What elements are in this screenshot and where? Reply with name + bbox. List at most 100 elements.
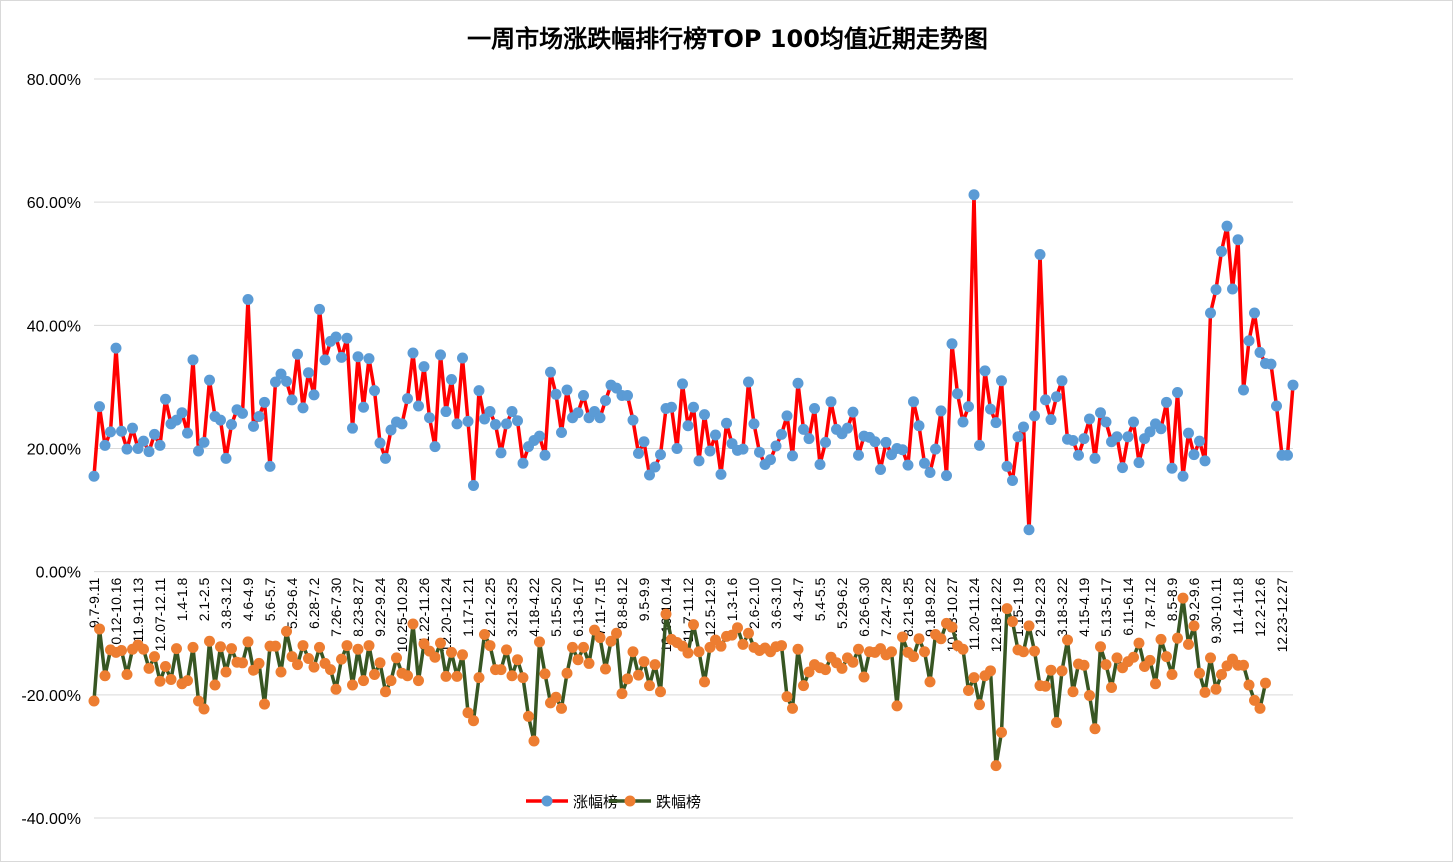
data-point-gainers [501, 418, 512, 430]
data-point-losers [446, 646, 457, 658]
data-point-gainers [424, 412, 435, 424]
data-point-losers [215, 641, 226, 653]
data-point-gainers [506, 406, 518, 418]
data-point-gainers [550, 388, 562, 400]
data-point-gainers [968, 189, 980, 201]
data-point-losers [1128, 651, 1139, 663]
data-point-gainers [594, 412, 606, 424]
legend-label: 涨幅榜 [573, 793, 618, 811]
data-point-gainers [963, 401, 974, 413]
data-point-losers [622, 673, 633, 685]
data-point-gainers [935, 405, 947, 417]
series-markers [88, 189, 1299, 772]
x-category-label: 6.11-6.14 [1120, 577, 1136, 635]
x-category-label: 4.15-4.19 [1076, 577, 1092, 636]
data-point-losers [363, 640, 375, 652]
data-point-losers [1172, 632, 1183, 644]
data-point-gainers [644, 469, 655, 481]
data-point-gainers [110, 342, 122, 354]
data-point-losers [985, 665, 996, 677]
data-point-losers [253, 657, 265, 669]
data-point-losers [699, 676, 710, 688]
y-tick-label: 0.00% [36, 565, 81, 582]
chart-title: 一周市场涨跌幅排行榜TOP 100均值近期走势图 [467, 25, 988, 53]
data-point-gainers [160, 393, 171, 405]
data-point-gainers [985, 403, 996, 415]
data-point-gainers [1210, 284, 1222, 296]
data-point-gainers [842, 422, 853, 434]
y-tick-label: 80.00% [27, 72, 81, 89]
x-category-label: 7.8-7.12 [1142, 577, 1158, 629]
data-point-gainers [875, 463, 886, 475]
x-category-label: 9.7-9.11 [86, 577, 102, 628]
data-point-losers [655, 686, 666, 698]
data-point-gainers [737, 443, 749, 455]
data-point-losers [88, 695, 100, 707]
data-point-gainers [710, 429, 721, 441]
data-point-gainers [539, 449, 551, 461]
data-point-gainers [946, 338, 958, 350]
y-axis: -40.00% -20.00% 0.00% 20.00% 40.00% 60.00% 80.… [21, 72, 81, 828]
data-point-losers [512, 654, 523, 666]
data-point-gainers [308, 389, 320, 401]
data-point-gainers [204, 374, 215, 386]
data-point-losers [1194, 667, 1205, 679]
data-point-losers [1095, 641, 1106, 653]
data-point-losers [1210, 683, 1222, 695]
data-point-losers [1106, 681, 1117, 693]
x-category-label: 9.2-9.6 [1186, 577, 1202, 621]
data-point-gainers [649, 461, 661, 473]
data-point-gainers [869, 436, 881, 448]
data-point-losers [358, 675, 369, 687]
data-point-losers [193, 695, 204, 707]
data-point-gainers [1188, 449, 1200, 461]
data-point-gainers [847, 406, 859, 418]
data-point-losers [457, 649, 468, 661]
data-point-losers [292, 659, 303, 671]
data-point-losers [209, 679, 221, 691]
data-point-gainers [820, 436, 831, 448]
data-point-losers [242, 636, 254, 648]
data-point-losers [644, 680, 655, 692]
x-category-label: 7.26-7.30 [328, 577, 344, 636]
data-point-gainers [187, 354, 199, 366]
data-point-gainers [358, 401, 369, 413]
data-point-losers [1062, 634, 1073, 646]
data-point-losers [501, 644, 512, 656]
data-point-gainers [99, 439, 111, 451]
data-point-gainers [1029, 410, 1040, 422]
data-point-gainers [803, 433, 815, 445]
data-point-losers [462, 707, 474, 719]
data-point-gainers [341, 332, 353, 344]
data-point-gainers [319, 354, 331, 366]
data-point-gainers [776, 428, 787, 440]
data-point-gainers [952, 388, 963, 400]
data-point-gainers [1100, 416, 1112, 428]
data-point-gainers [534, 430, 545, 442]
x-category-label: 8.23-8.27 [350, 577, 366, 636]
data-point-gainers [974, 439, 985, 451]
data-point-gainers [688, 401, 699, 413]
data-point-gainers [754, 446, 765, 458]
data-point-gainers [1227, 283, 1238, 295]
data-point-losers [1188, 620, 1200, 632]
data-point-gainers [193, 445, 204, 457]
data-point-losers [330, 683, 342, 695]
data-point-losers [561, 667, 573, 679]
data-point-losers [182, 675, 193, 687]
data-point-gainers [913, 420, 925, 432]
data-point-gainers [1232, 234, 1244, 246]
data-point-losers [391, 652, 402, 664]
data-point-gainers [220, 452, 232, 464]
data-point-losers [116, 644, 127, 656]
data-point-gainers [1040, 394, 1051, 406]
data-point-losers [352, 643, 364, 655]
x-category-label: 2.19-2.23 [1032, 577, 1048, 636]
data-point-losers [594, 632, 606, 644]
data-point-losers [583, 657, 595, 669]
data-point-losers [798, 680, 809, 692]
data-point-losers [990, 760, 1002, 772]
x-category-label: 7.24-7.28 [878, 577, 894, 636]
data-point-gainers [671, 443, 683, 454]
